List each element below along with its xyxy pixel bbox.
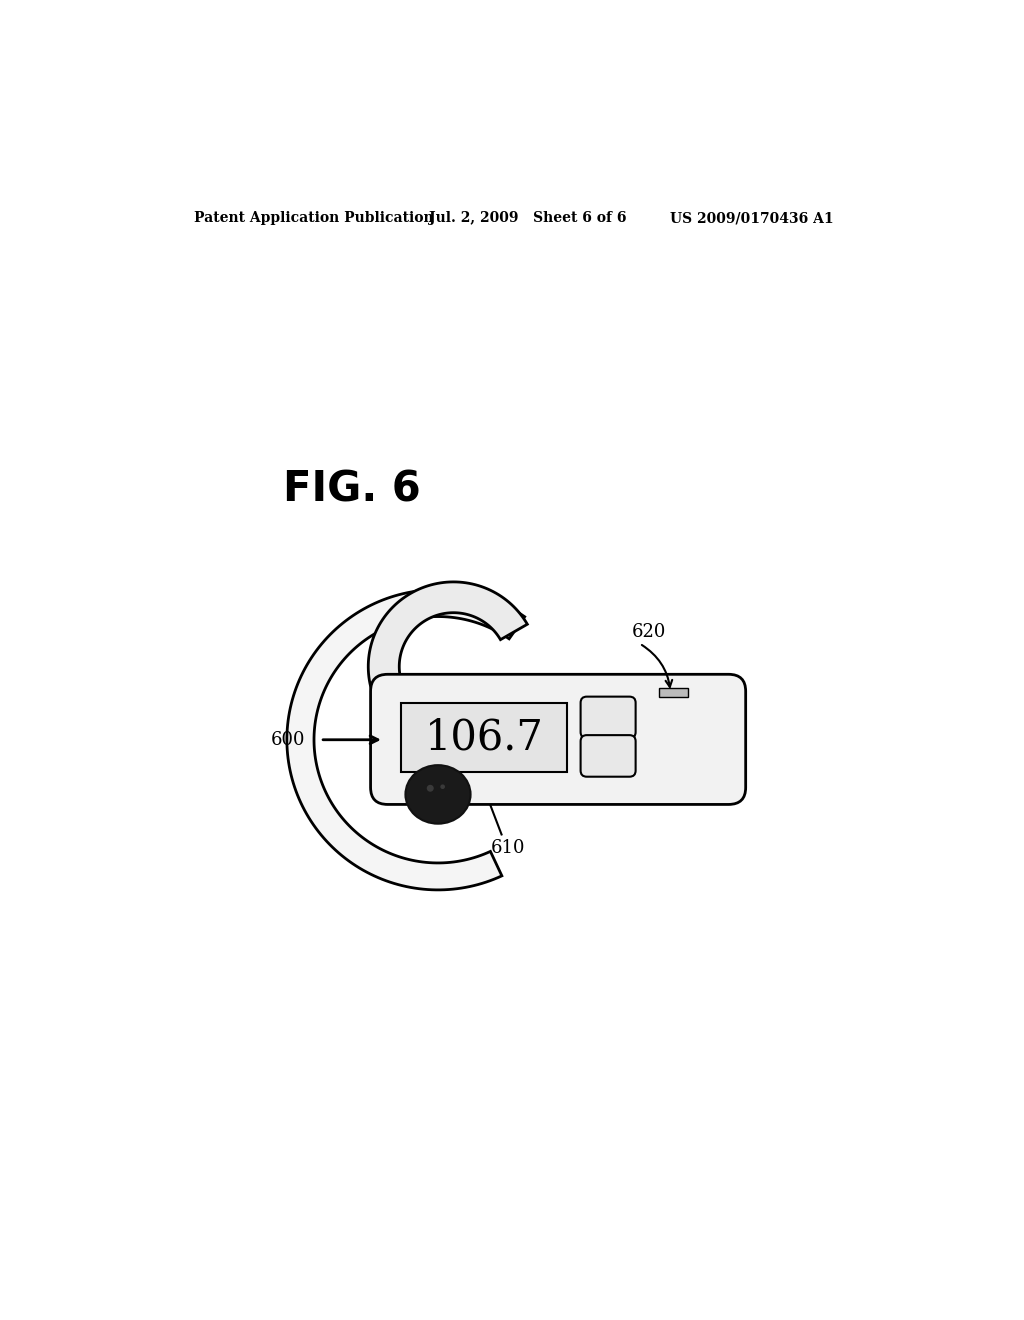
Polygon shape [287, 590, 524, 890]
Text: 620: 620 [632, 623, 666, 642]
Polygon shape [369, 582, 527, 696]
Text: US 2009/0170436 A1: US 2009/0170436 A1 [671, 211, 835, 226]
FancyBboxPatch shape [581, 697, 636, 738]
FancyBboxPatch shape [371, 675, 745, 804]
Bar [400, 702, 567, 772]
Bar [658, 688, 688, 697]
Text: FIG. 6: FIG. 6 [283, 469, 421, 511]
Text: 600: 600 [271, 731, 306, 748]
Ellipse shape [440, 784, 445, 789]
Text: 610: 610 [490, 838, 525, 857]
Ellipse shape [406, 766, 471, 824]
Text: 106.7: 106.7 [425, 717, 544, 759]
Text: Patent Application Publication: Patent Application Publication [194, 211, 433, 226]
Ellipse shape [427, 785, 434, 792]
FancyBboxPatch shape [581, 735, 636, 776]
Text: Jul. 2, 2009   Sheet 6 of 6: Jul. 2, 2009 Sheet 6 of 6 [429, 211, 627, 226]
